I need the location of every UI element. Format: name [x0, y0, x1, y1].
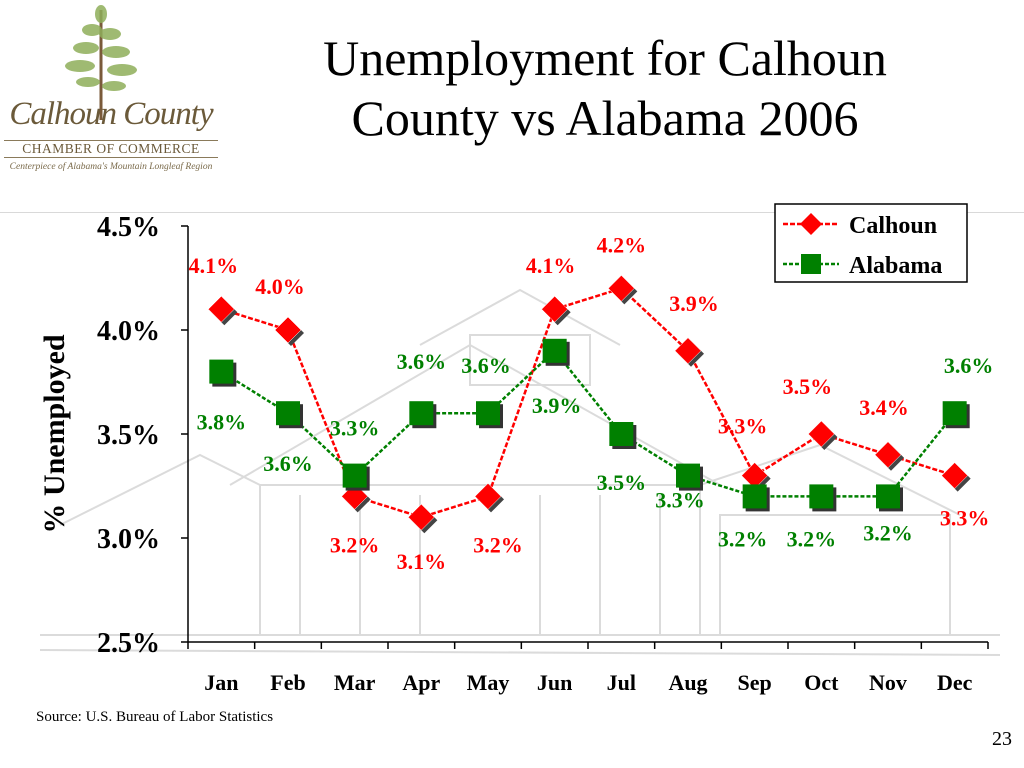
alabama-point: [476, 401, 500, 426]
alabama-data-label: 3.5%: [597, 470, 647, 495]
y-axis-title: % Unemployed: [38, 334, 71, 533]
x-tick-label: Jan: [204, 670, 238, 695]
x-tick-label: Sep: [738, 670, 772, 695]
x-tick-label: May: [467, 670, 510, 695]
calhoun-point: [874, 441, 902, 469]
calhoun-point: [674, 337, 702, 365]
calhoun-data-label: 3.2%: [330, 532, 380, 557]
calhoun-point: [807, 420, 835, 448]
alabama-point: [942, 401, 967, 426]
legend-marker-alabama: [801, 254, 821, 274]
x-tick-label: Mar: [334, 670, 376, 695]
alabama-point: [209, 359, 234, 384]
x-tick-label: Apr: [402, 670, 440, 695]
series-alabama: 3.8% 3.6% 3.3% 3.6% 3.6% 3.9% 3.5% 3.3% 3.2% 3.2%…: [197, 338, 994, 551]
alabama-point: [742, 484, 767, 509]
legend-label-calhoun: Calhoun: [849, 213, 937, 239]
chart-legend: Calhoun Alabama: [774, 203, 968, 283]
calhoun-line: [220, 286, 956, 519]
legend-marker-calhoun: [800, 213, 822, 235]
calhoun-data-label: 4.1%: [526, 253, 576, 278]
pine-tree-icon: [65, 5, 137, 120]
y-tick-label: 4.0%: [97, 316, 160, 347]
calhoun-data-label: 3.4%: [859, 395, 909, 420]
calhoun-data-label: 3.9%: [669, 291, 719, 316]
y-tick-label: 3.0%: [97, 524, 160, 555]
alabama-point: [876, 484, 900, 509]
calhoun-data-label: 3.3%: [940, 506, 990, 531]
chamber-logo: Calhoun County CHAMBER OF COMMERCE Cente…: [0, 0, 222, 186]
alabama-data-label: 3.6%: [263, 451, 313, 476]
calhoun-point: [541, 295, 569, 323]
title-line-1: Unemployment for Calhoun: [323, 30, 887, 86]
alabama-data-label: 3.3%: [330, 416, 380, 441]
page-number: 23: [992, 728, 1012, 750]
alabama-data-label: 3.3%: [655, 488, 705, 513]
x-tick-label: Nov: [869, 670, 907, 695]
x-tick-label: Dec: [937, 670, 973, 695]
y-tick-label: 2.5%: [97, 628, 160, 659]
alabama-point: [809, 484, 834, 509]
alabama-point: [409, 401, 434, 426]
alabama-data-label: 3.6%: [397, 349, 447, 374]
logo-name: Calhoun County: [9, 96, 213, 132]
alabama-data-label: 3.9%: [532, 393, 582, 418]
calhoun-point: [474, 483, 502, 510]
alabama-data-label: 3.6%: [461, 353, 511, 378]
calhoun-data-label: 3.5%: [783, 374, 833, 399]
alabama-data-label: 3.6%: [944, 353, 994, 378]
alabama-point: [542, 338, 567, 363]
page-title: Unemployment for Calhoun County vs Alaba…: [220, 28, 990, 148]
calhoun-data-label: 4.2%: [597, 232, 647, 257]
calhoun-point: [207, 295, 235, 323]
calhoun-data-label: 4.1%: [189, 253, 239, 278]
source-note: Source: U.S. Bureau of Labor Statistics: [36, 709, 274, 725]
legend-label-alabama: Alabama: [849, 253, 942, 279]
alabama-point: [276, 401, 300, 426]
x-tick-label: Jul: [607, 670, 636, 695]
x-tick-label: Jun: [537, 670, 572, 695]
background-building-sketch: [39, 288, 1001, 656]
calhoun-point: [274, 316, 302, 344]
alabama-data-label: 3.2%: [787, 526, 837, 551]
title-line-2: County vs Alabama 2006: [351, 90, 859, 146]
alabama-data-label: 3.2%: [718, 526, 768, 551]
y-tick-label: 3.5%: [97, 420, 160, 451]
x-tick-label: Feb: [270, 670, 305, 695]
chart-series: 4.1% 4.0% 3.2% 3.1% 3.2% 4.1% 4.2% 3.9% 3.3% 3.5%…: [189, 232, 994, 574]
alabama-point: [676, 463, 700, 488]
title-divider: [0, 212, 1024, 213]
logo-tagline: Centerpiece of Alabama's Mountain Longle…: [9, 162, 213, 172]
y-tick-label: 4.5%: [97, 212, 160, 243]
x-tick-label: Oct: [804, 670, 839, 695]
calhoun-point: [607, 275, 635, 302]
calhoun-data-label: 3.1%: [397, 549, 447, 574]
alabama-data-label: 3.2%: [863, 520, 913, 545]
calhoun-point: [941, 462, 969, 489]
calhoun-data-label: 3.2%: [473, 532, 523, 557]
calhoun-point: [407, 503, 435, 531]
calhoun-data-label: 3.3%: [718, 414, 768, 439]
alabama-data-label: 3.8%: [197, 410, 247, 435]
calhoun-data-label: 4.0%: [255, 274, 305, 299]
alabama-point: [609, 422, 634, 446]
alabama-point: [342, 463, 367, 488]
chart-axes: 2.5% 3.0% 3.5% 4.0% 4.5% Jan Feb Mar Apr May Jun Ju…: [38, 212, 989, 695]
logo-subtitle: CHAMBER OF COMMERCE: [4, 140, 218, 158]
unemployment-line-chart: 2.5% 3.0% 3.5% 4.0% 4.5% Jan Feb Mar Apr May Jun Ju…: [38, 203, 1001, 695]
x-tick-label: Aug: [668, 670, 707, 695]
